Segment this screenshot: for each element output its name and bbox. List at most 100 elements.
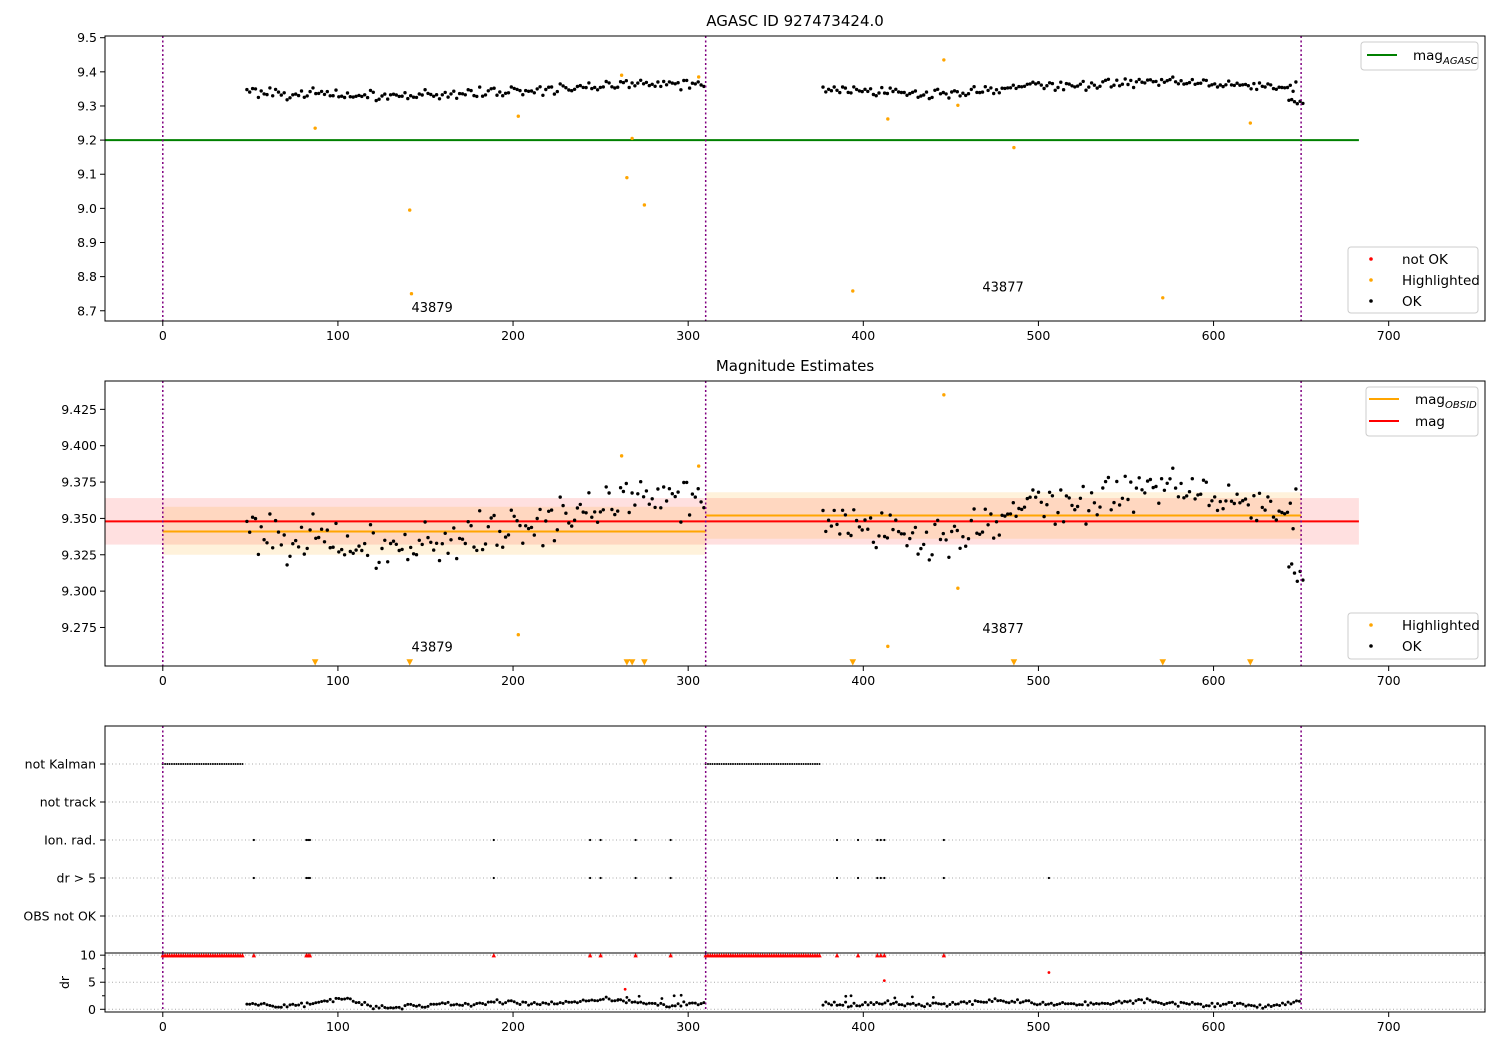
ok-point <box>1162 488 1167 492</box>
highlighted-point <box>886 644 890 649</box>
ok-point <box>961 91 965 95</box>
ok-point <box>1101 486 1105 490</box>
ok-point <box>1022 505 1027 509</box>
ok-point <box>832 85 836 89</box>
flag-point <box>209 763 212 765</box>
ok-point <box>1064 494 1069 498</box>
flag-point <box>759 763 762 765</box>
ok-point <box>1098 84 1102 89</box>
dr-ytick-label: 5 <box>88 975 96 990</box>
dr-point <box>262 1001 266 1005</box>
ok-point <box>972 507 976 511</box>
ok-point <box>627 510 631 515</box>
dr-point <box>406 1002 410 1006</box>
mid-legend-marker <box>1369 644 1373 648</box>
flag-point <box>879 838 882 842</box>
ok-point <box>829 89 834 93</box>
ok-point <box>380 94 384 98</box>
dr-point <box>1047 1002 1050 1006</box>
dr-point <box>256 1003 260 1007</box>
ok-point <box>1140 488 1144 492</box>
ok-point <box>403 91 407 95</box>
ok-point <box>595 520 600 524</box>
dr-point <box>676 1002 680 1006</box>
ok-point <box>1285 85 1290 90</box>
dr-point <box>1097 1002 1101 1006</box>
ok-point <box>969 518 973 523</box>
ok-point <box>1134 80 1139 84</box>
dr-point <box>1179 1000 1183 1004</box>
ok-point <box>429 92 433 97</box>
ok-point <box>1003 514 1007 518</box>
dr-point <box>469 1004 473 1008</box>
ok-point <box>512 86 516 91</box>
ok-point <box>1031 488 1035 492</box>
top-xtick-label: 500 <box>1026 328 1050 343</box>
dr-point <box>852 1001 856 1005</box>
dr-point <box>667 1005 671 1009</box>
below-range-marker <box>849 659 857 666</box>
dr-point <box>1089 1001 1093 1005</box>
ok-point <box>1280 85 1284 90</box>
dr-point <box>268 1004 272 1007</box>
dr-point <box>363 1000 367 1004</box>
ok-point <box>377 97 381 101</box>
dr-point <box>486 1000 490 1004</box>
ok-point <box>268 512 272 516</box>
ok-point <box>989 86 993 90</box>
flag-point <box>750 763 753 765</box>
ok-point <box>613 512 617 517</box>
dr-point <box>1187 1002 1191 1006</box>
ok-point <box>1199 81 1203 85</box>
top-legend-lower <box>1347 246 1479 314</box>
ok-point <box>529 89 534 93</box>
ok-point <box>627 85 631 90</box>
highlighted-point <box>1248 121 1253 125</box>
ok-point <box>1008 512 1013 516</box>
ok-point <box>391 92 396 96</box>
ok-point <box>1280 510 1284 515</box>
flag-point <box>942 838 945 842</box>
capped-dr-marker <box>633 952 638 958</box>
dr-point <box>636 1001 640 1005</box>
dr-point <box>334 996 338 1000</box>
ok-point <box>613 86 617 90</box>
ok-point <box>492 86 496 90</box>
dr-ytick-label: 10 <box>80 948 96 963</box>
ok-point <box>899 90 904 95</box>
ok-point <box>633 84 637 88</box>
highlighted-point <box>516 633 520 637</box>
dr-point <box>578 1000 582 1003</box>
ok-point <box>501 94 505 98</box>
ok-point <box>1089 81 1094 85</box>
dr-point <box>990 1000 994 1003</box>
ok-point <box>639 78 643 83</box>
ok-point <box>871 92 876 97</box>
ok-point <box>910 531 915 535</box>
dr-point <box>1030 1001 1034 1005</box>
ok-point <box>1218 499 1223 504</box>
ok-point <box>955 90 959 94</box>
ok-point <box>1221 84 1225 89</box>
ok-point <box>380 546 384 551</box>
ok-point <box>857 89 862 93</box>
dr-point <box>1190 1000 1194 1004</box>
ok-point <box>699 83 703 87</box>
dr-point <box>343 997 347 1001</box>
ok-point <box>1022 84 1027 89</box>
dr-point <box>369 1004 372 1008</box>
ok-point <box>604 485 608 489</box>
ok-point <box>348 549 352 554</box>
flag-point <box>809 763 812 765</box>
capped-dr-marker <box>251 952 257 958</box>
ok-point <box>541 544 545 548</box>
top-legend-upper <box>1360 41 1479 71</box>
ok-point <box>854 518 859 523</box>
ok-point <box>262 538 266 542</box>
ok-point <box>1036 81 1041 85</box>
dr-point <box>883 1001 887 1005</box>
top-xtick-label: 0 <box>159 328 167 343</box>
ok-point <box>838 532 842 536</box>
flag-point <box>308 838 311 842</box>
ok-point <box>1000 513 1004 517</box>
